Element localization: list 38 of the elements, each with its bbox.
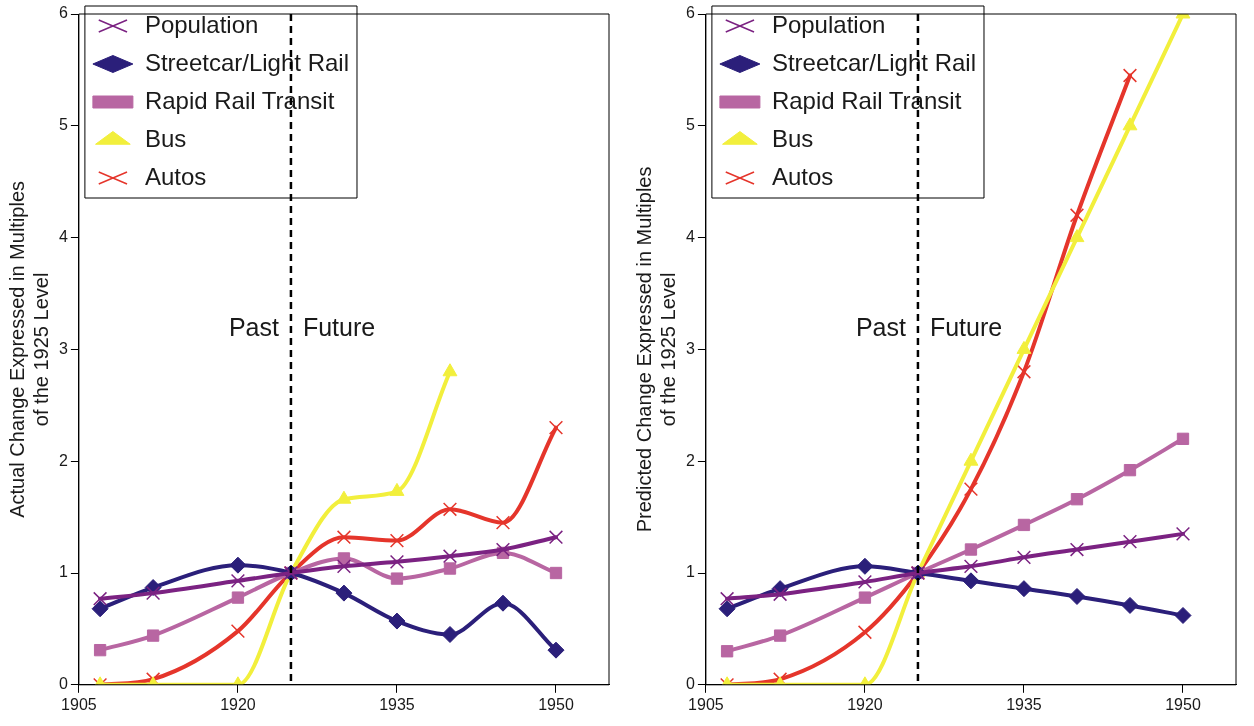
legend-label: Rapid Rail Transit: [144, 86, 335, 114]
y-tick-label: 4: [685, 228, 695, 246]
y-tick-label: 5: [58, 116, 68, 134]
x-tick-label: 1935: [1006, 695, 1042, 713]
x-tick-label: 1950: [1165, 695, 1201, 713]
y-tick-label: 2: [58, 451, 68, 469]
x-tick-label: 1920: [220, 695, 256, 713]
y-tick-label: 0: [58, 675, 68, 693]
y-tick-label: 0: [685, 675, 695, 693]
legend-label: Bus: [144, 124, 187, 152]
annotation: Future: [302, 313, 376, 342]
y-tick-label: 4: [58, 228, 68, 246]
x-tick-label: 1905: [688, 695, 724, 713]
annotation: Future: [929, 313, 1003, 342]
legend-label: Streetcar/Light Rail: [771, 48, 976, 76]
y-axis-title: Actual Change Expressed in Multiples of the 1925 Level: [5, 180, 52, 518]
legend-label: Streetcar/Light Rail: [144, 48, 349, 76]
annotation: Past: [855, 313, 906, 342]
x-tick-label: 1905: [61, 695, 97, 713]
legend-label: Bus: [771, 124, 814, 152]
legend-label: Population: [144, 10, 259, 38]
legend-label: Autos: [144, 162, 207, 190]
x-tick-label: 1935: [379, 695, 415, 713]
y-tick-label: 1: [58, 563, 68, 581]
y-tick-label: 3: [58, 339, 68, 357]
legend-label: Rapid Rail Transit: [771, 86, 962, 114]
y-tick-label: 6: [58, 4, 68, 22]
legend-label: Autos: [771, 162, 834, 190]
y-tick-label: 2: [685, 451, 695, 469]
x-tick-label: 1950: [538, 695, 574, 713]
y-tick-label: 3: [685, 339, 695, 357]
y-axis-title: Predicted Change Expressed in Multiples of the 1925 Level: [632, 166, 679, 533]
annotation: Past: [228, 313, 279, 342]
y-tick-label: 6: [685, 4, 695, 22]
y-tick-label: 5: [685, 116, 695, 134]
legend-label: Population: [771, 10, 886, 38]
y-tick-label: 1: [685, 563, 695, 581]
x-tick-label: 1920: [847, 695, 883, 713]
